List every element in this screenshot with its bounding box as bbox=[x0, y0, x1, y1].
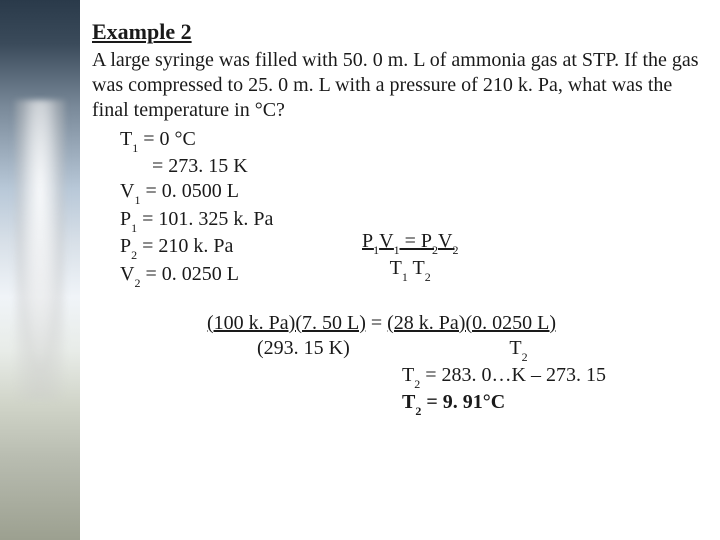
r2-t: T bbox=[402, 391, 415, 413]
r1-t: T bbox=[402, 364, 414, 386]
calc2-left: (293. 15 K) bbox=[257, 337, 350, 359]
t1-sub: 1 bbox=[132, 141, 138, 155]
v2-label: V bbox=[120, 263, 134, 285]
f-lhs-t-sub: 1 bbox=[402, 270, 408, 284]
v2-val: = 0. 0250 L bbox=[140, 263, 239, 285]
v1-sub: 1 bbox=[134, 193, 140, 207]
f-rhs-v: V bbox=[438, 230, 452, 252]
calc2-right-sub: 2 bbox=[522, 350, 528, 364]
example-title: Example 2 bbox=[92, 18, 700, 46]
f-eq: = bbox=[400, 230, 421, 252]
p2-val: = 210 k. Pa bbox=[137, 235, 233, 257]
r1-sub: 2 bbox=[414, 377, 420, 391]
f-lhs-v-sub: 1 bbox=[394, 243, 400, 257]
f-lhs-v: V bbox=[379, 230, 393, 252]
t1-val: = 0 °C bbox=[138, 128, 196, 150]
result-kelvin: T2 = 283. 0…K – 273. 15 bbox=[402, 363, 700, 390]
r1-rest: = 283. 0…K – 273. 15 bbox=[420, 364, 606, 386]
f-rhs-p: P bbox=[421, 230, 432, 252]
calculation-line-1: (100 k. Pa)(7. 50 L) = (28 k. Pa)(0. 025… bbox=[207, 311, 700, 336]
given-t1: T1 = 0 °C bbox=[120, 127, 700, 154]
combined-gas-formula: P1V1 = P2V2 T1 T2 bbox=[362, 229, 700, 283]
p1-val: = 101. 325 k. Pa bbox=[137, 208, 273, 230]
f-rhs-t-sub: 2 bbox=[425, 270, 431, 284]
f-lhs-t: T bbox=[390, 257, 402, 279]
f-rhs-t: T bbox=[413, 257, 425, 279]
given-t1-k: = 273. 15 K bbox=[120, 154, 700, 180]
result-celsius: T2 = 9. 91°C bbox=[402, 390, 700, 417]
calc1-eq: = bbox=[366, 312, 387, 334]
p2-sub: 2 bbox=[131, 248, 137, 262]
v2-sub: 2 bbox=[134, 276, 140, 290]
calc1-right: (28 k. Pa)(0. 0250 L) bbox=[387, 312, 556, 334]
given-v1: V1 = 0. 0500 L bbox=[120, 179, 700, 206]
v1-label: V bbox=[120, 180, 134, 202]
p2-label: P bbox=[120, 235, 131, 257]
calculation-line-2: (293. 15 K) T2 bbox=[257, 336, 700, 363]
content-area: Example 2 A large syringe was filled wit… bbox=[80, 0, 720, 540]
r2-sub: 2 bbox=[415, 404, 421, 418]
f-lhs-p-sub: 1 bbox=[373, 243, 379, 257]
v1-val: = 0. 0500 L bbox=[140, 180, 239, 202]
calc1-left: (100 k. Pa)(7. 50 L) bbox=[207, 312, 366, 334]
t1-label: T bbox=[120, 128, 132, 150]
p1-sub: 1 bbox=[131, 221, 137, 235]
f-rhs-p-sub: 2 bbox=[432, 243, 438, 257]
problem-statement: A large syringe was filled with 50. 0 m.… bbox=[92, 48, 700, 123]
slide-container: Example 2 A large syringe was filled wit… bbox=[0, 0, 720, 540]
p1-label: P bbox=[120, 208, 131, 230]
f-rhs-v-sub: 2 bbox=[452, 243, 458, 257]
r2-rest: = 9. 91°C bbox=[421, 391, 505, 413]
f-lhs-p: P bbox=[362, 230, 373, 252]
calc2-right-t: T bbox=[509, 337, 521, 359]
sidebar-image bbox=[0, 0, 80, 540]
